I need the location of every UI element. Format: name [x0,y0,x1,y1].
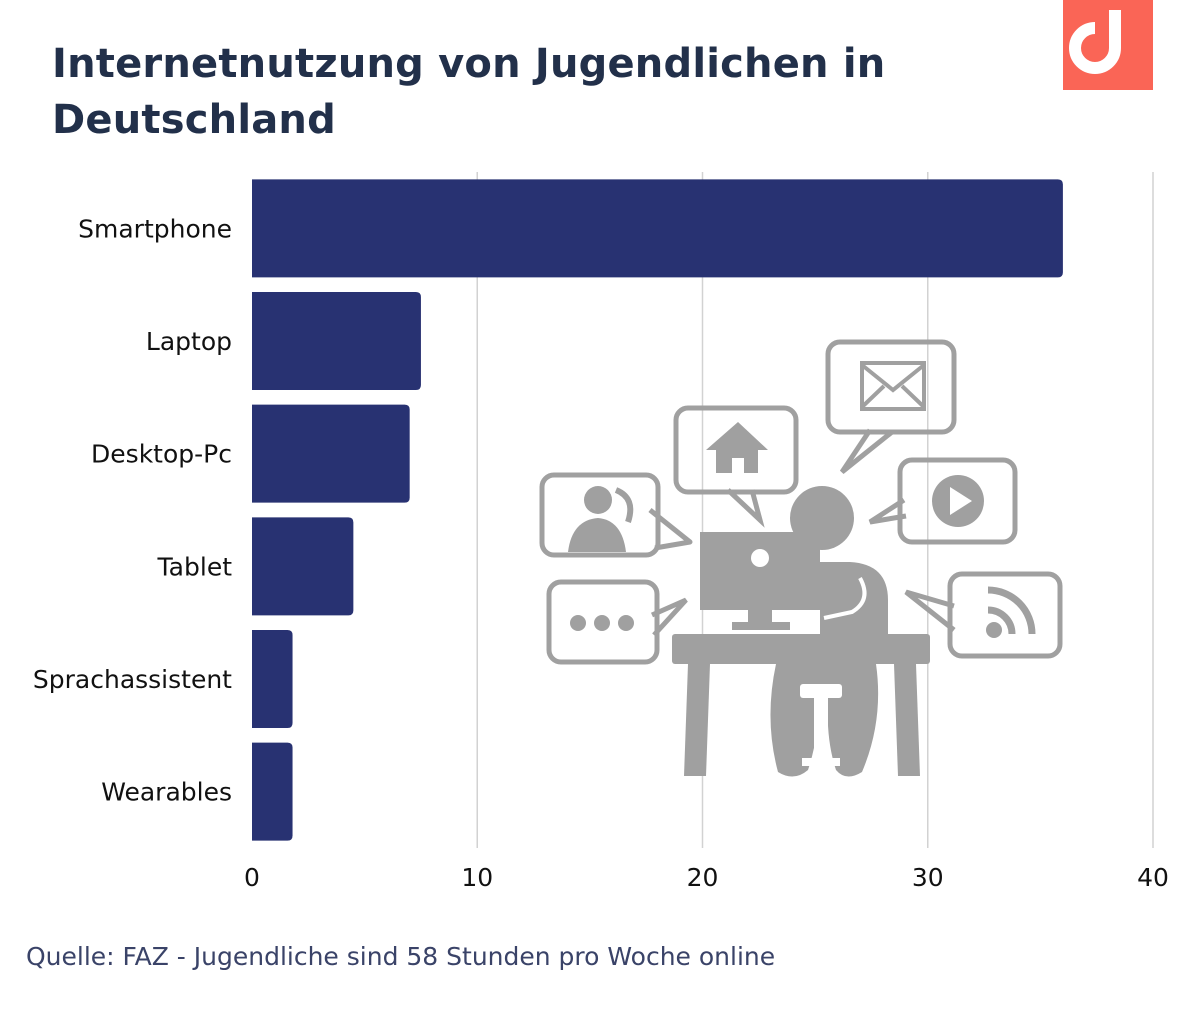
bar-tablet [252,517,354,616]
brand-logo-icon [1063,0,1153,90]
play-bubble-icon [868,457,1018,545]
person-at-computer-icon [539,339,1063,777]
phone-call-bubble-icon [539,472,693,558]
category-label: Sprachassistent [33,665,232,694]
mail-bubble-icon [825,339,957,474]
home-bubble-icon [673,405,799,528]
x-tick-label: 10 [461,863,493,892]
rss-bubble-icon [904,571,1063,659]
bar-desktop-pc [252,404,410,503]
category-label: Smartphone [78,214,232,243]
x-axis-ticks: 0 10 20 30 40 [244,863,1169,892]
category-label: Wearables [101,778,232,807]
category-label: Laptop [146,327,232,356]
chat-bubble-icon [546,579,688,665]
source-note: Quelle: FAZ - Jugendliche sind 58 Stunde… [26,942,776,971]
bar-smartphone [252,179,1063,278]
chart-title: Internetnutzung von Jugendlichen in Deut… [52,41,886,143]
x-tick-label: 0 [244,863,260,892]
grid-lines [476,172,1154,848]
x-tick-label: 30 [912,863,944,892]
x-tick-label: 40 [1137,863,1169,892]
bar-laptop [252,291,421,391]
x-tick-label: 20 [687,863,719,892]
category-labels: Smartphone Laptop Desktop-Pc Tablet Sprachas… [33,214,232,806]
bar-chart: Smartphone Laptop Desktop-Pc Tablet Sprachas… [33,172,1169,892]
category-label: Desktop-Pc [91,440,232,469]
category-label: Tablet [157,552,233,581]
bar-wearables [252,742,293,841]
bars [252,179,1063,841]
bar-sprachassistent [252,629,293,729]
